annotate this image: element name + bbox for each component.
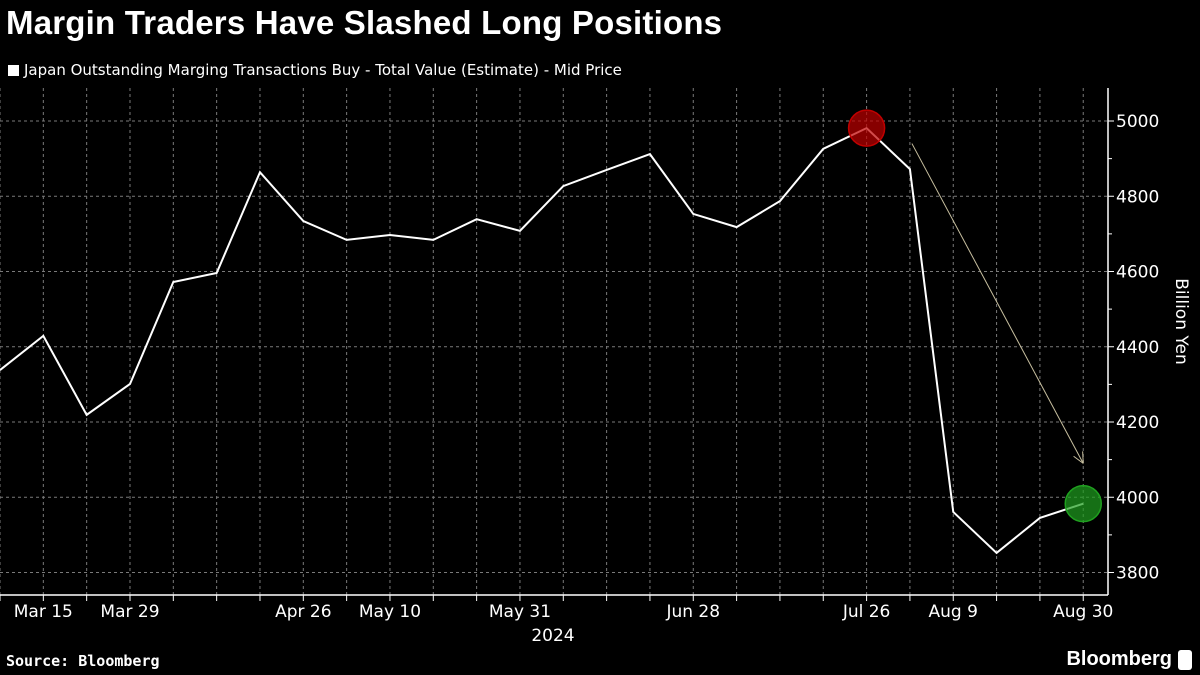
x-tick-label: May 10 bbox=[359, 602, 421, 622]
y-tick-label: 5000 bbox=[1116, 112, 1159, 132]
x-tick-label: Jun 28 bbox=[665, 602, 720, 622]
legend-label: Japan Outstanding Marging Transactions B… bbox=[24, 61, 622, 79]
legend: Japan Outstanding Marging Transactions B… bbox=[8, 61, 622, 79]
series-line bbox=[0, 126, 1084, 555]
bloomberg-icon bbox=[1178, 649, 1192, 670]
chart-title: Margin Traders Have Slashed Long Positio… bbox=[6, 4, 723, 41]
y-tick-label: 4200 bbox=[1116, 413, 1159, 433]
source-note: Source: Bloomberg bbox=[6, 652, 160, 670]
x-tick-label: Aug 30 bbox=[1053, 602, 1113, 622]
x-tick-label: Apr 26 bbox=[275, 602, 331, 622]
latest-highlight-circle bbox=[1064, 484, 1102, 523]
y-tick-label: 4800 bbox=[1116, 187, 1159, 207]
legend-swatch bbox=[8, 64, 19, 76]
y-tick-label: 3800 bbox=[1116, 564, 1159, 584]
arrow-head bbox=[1073, 455, 1084, 464]
y-tick-label: 4600 bbox=[1116, 263, 1159, 283]
peak-highlight-circle bbox=[847, 109, 886, 147]
x-tick-label: May 31 bbox=[489, 602, 551, 622]
trend-arrow bbox=[911, 143, 1084, 464]
x-tick-label: Mar 15 bbox=[14, 602, 73, 622]
y-tick-label: 4400 bbox=[1116, 338, 1159, 358]
bloomberg-logo: Bloomberg bbox=[1066, 648, 1192, 671]
brand-name: Bloomberg bbox=[1066, 648, 1172, 670]
x-year-label: 2024 bbox=[531, 626, 574, 646]
y-tick-label: 4000 bbox=[1116, 488, 1159, 508]
arrow-head bbox=[1082, 451, 1084, 464]
x-tick-label: Aug 9 bbox=[929, 602, 978, 622]
x-tick-label: Mar 29 bbox=[100, 602, 159, 622]
y-axis-label: Billion Yen bbox=[1171, 278, 1191, 365]
x-tick-label: Jul 26 bbox=[842, 602, 891, 622]
